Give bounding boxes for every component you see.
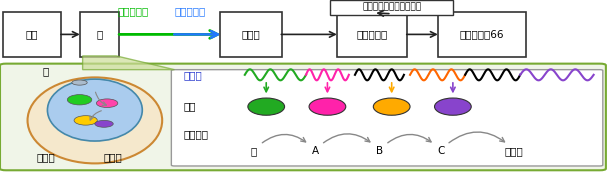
Text: 中間体: 中間体 (37, 152, 55, 162)
Text: 糖: 糖 (96, 29, 103, 39)
FancyBboxPatch shape (220, 12, 282, 57)
Ellipse shape (248, 98, 285, 115)
FancyBboxPatch shape (337, 12, 407, 57)
Ellipse shape (28, 77, 162, 163)
Text: C: C (437, 146, 444, 156)
FancyBboxPatch shape (171, 70, 603, 166)
Ellipse shape (72, 80, 87, 85)
Text: 糖: 糖 (251, 146, 257, 156)
Ellipse shape (373, 98, 410, 115)
Polygon shape (83, 56, 174, 70)
Text: 膜利用精製: 膜利用精製 (174, 6, 206, 16)
Ellipse shape (309, 98, 346, 115)
Text: 微生物発酵: 微生物発酵 (118, 6, 149, 16)
Text: 酵素: 酵素 (184, 102, 196, 112)
Text: 中間体: 中間体 (505, 146, 523, 156)
Text: アジピン酸: アジピン酸 (356, 29, 387, 39)
Ellipse shape (96, 99, 118, 108)
FancyBboxPatch shape (0, 64, 606, 170)
Text: 中間体: 中間体 (242, 29, 260, 39)
FancyBboxPatch shape (330, 0, 453, 15)
Text: A: A (312, 146, 319, 156)
Text: 遺伝子: 遺伝子 (184, 70, 203, 80)
Text: 糖: 糖 (43, 66, 49, 76)
FancyBboxPatch shape (438, 12, 526, 57)
Ellipse shape (47, 79, 142, 141)
Text: B: B (376, 146, 383, 156)
Text: ポリアミド66: ポリアミド66 (460, 29, 504, 39)
Ellipse shape (67, 95, 92, 105)
FancyBboxPatch shape (80, 12, 119, 57)
Text: ヘキサメチレンジアミン: ヘキサメチレンジアミン (362, 3, 421, 12)
Ellipse shape (74, 116, 97, 125)
Text: 化学反応: 化学反応 (184, 129, 209, 139)
Text: 微生物: 微生物 (104, 152, 122, 162)
Ellipse shape (95, 120, 113, 127)
Text: 植物: 植物 (26, 29, 39, 39)
FancyBboxPatch shape (3, 12, 61, 57)
Ellipse shape (435, 98, 471, 115)
